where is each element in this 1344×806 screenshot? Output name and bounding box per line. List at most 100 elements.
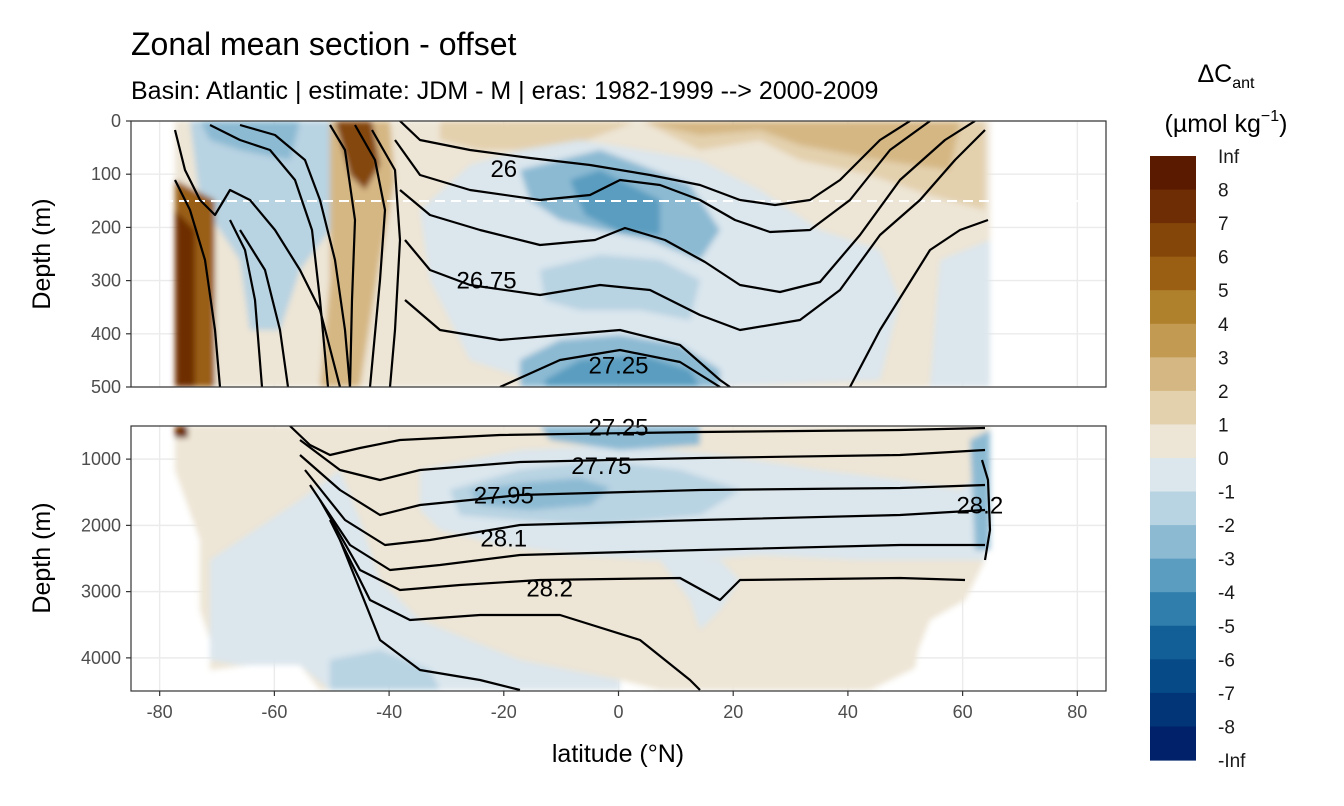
x-axis: -80 -60 -40 -20 0 20 40 60 80 (147, 691, 1087, 722)
legend-label: -2 (1218, 516, 1235, 537)
legend-swatch (1150, 726, 1196, 761)
field-lower-neg-east (970, 430, 990, 550)
y-tick-label: 2000 (81, 515, 121, 535)
lower-isopycnals (289, 426, 992, 691)
legend-swatch (1150, 223, 1196, 258)
isopycnal-27-25 (499, 348, 721, 387)
isopycnal-27-75 (299, 454, 986, 517)
isopycnal-28-15 (329, 519, 701, 691)
legend-label: 6 (1218, 248, 1229, 269)
isopycnal-28-2 (338, 539, 521, 691)
legend-label: 4 (1218, 315, 1229, 336)
lower-field (175, 426, 990, 690)
y-tick-label: 500 (91, 377, 121, 397)
legend-label: -6 (1218, 650, 1235, 671)
isopycnal-south-5 (209, 124, 330, 387)
x-tick-label: -60 (261, 702, 287, 722)
isopycnal-28-1 (319, 499, 966, 602)
legend-label: -3 (1218, 550, 1235, 571)
field-positive-surface-strong (640, 121, 960, 170)
lower-panel: 27.25 27.75 27.95 28.1 28.2 28.2 1000 2000 3000… (81, 414, 1107, 722)
y-tick-label: 4000 (81, 648, 121, 668)
contour-label: 27.75 (571, 453, 631, 480)
legend-title: ΔCant (1197, 60, 1255, 92)
isopycnal-27-95 (304, 469, 986, 547)
isopycnal-front-3 (371, 129, 402, 387)
y-tick-label: 0 (111, 111, 121, 131)
x-tick-label: 20 (723, 702, 743, 722)
isopycnal-28-0 (309, 484, 985, 572)
legend-label: 7 (1218, 214, 1229, 235)
legend-title-sub: ant (1232, 75, 1255, 92)
legend-label: 1 (1218, 415, 1229, 436)
y-tick-label: 100 (91, 164, 121, 184)
legend-unit-sup: −1 (1261, 108, 1279, 125)
lower-contour-labels: 27.25 27.75 27.95 28.1 28.2 28.2 (474, 414, 1003, 602)
isopycnal-lower-2 (299, 439, 986, 482)
legend-swatch (1150, 256, 1196, 291)
field-positive-front-strong (335, 121, 380, 190)
legend-swatch (1150, 290, 1196, 325)
legend-swatch (1150, 692, 1196, 728)
legend-swatch (1150, 424, 1196, 459)
x-tick-label: -80 (147, 702, 173, 722)
field-lower-neg-strong-south (330, 650, 440, 690)
y-tick-label: 3000 (81, 582, 121, 602)
legend-colorbar (1150, 156, 1196, 761)
isopycnal-front-2 (354, 124, 387, 387)
legend-swatch (1150, 625, 1196, 660)
legend-swatch (1150, 357, 1196, 392)
legend-labels: Inf 8 7 6 5 4 3 2 1 0 -1 -2 -3 -4 -5 -6 -7 -8 -Inf (1218, 147, 1246, 772)
isopycnal-south-4 (239, 229, 290, 387)
isopycnal-north-edge (980, 459, 992, 561)
isopycnal-south-6 (239, 123, 352, 387)
field-negative-southern (190, 121, 330, 330)
legend-swatch (1150, 323, 1196, 358)
legend-label: 5 (1218, 281, 1229, 302)
contour-label: 28.2 (956, 493, 1003, 520)
legend-swatch (1150, 189, 1196, 224)
legend-unit-close: ) (1279, 110, 1287, 138)
legend-swatch (1150, 491, 1196, 526)
legend-label: 2 (1218, 382, 1229, 403)
upper-panel: 26 26.75 27.25 0 100 200 300 400 500 (91, 111, 1107, 397)
field-negative-east (930, 240, 990, 387)
upper-isopycnals (173, 121, 989, 387)
y-axis-title-upper: Depth (m) (28, 198, 56, 309)
x-tick-label: -20 (491, 702, 517, 722)
legend-swatch (1150, 390, 1196, 426)
upper-panel-border (130, 120, 1107, 388)
field-lower-pos-south (175, 426, 188, 438)
legend-unit-main: (µmol kg (1165, 110, 1261, 138)
contour-label: 26 (490, 156, 517, 183)
contour-label: 28.1 (480, 526, 527, 553)
field-negative-southern-strong (200, 121, 300, 160)
y-tick-label: 400 (91, 324, 121, 344)
legend-swatch (1150, 458, 1196, 493)
contour-label: 28.2 (526, 575, 573, 602)
legend-swatch (1150, 156, 1196, 191)
isopycnal-south-2 (174, 179, 222, 387)
legend-label: -8 (1218, 717, 1235, 738)
legend-label: -7 (1218, 684, 1235, 705)
x-axis-title: latitude (°N) (552, 740, 684, 768)
legend-swatch (1150, 558, 1196, 593)
isopycnal-26-3 (399, 121, 976, 294)
isopycnal-south-1 (173, 129, 342, 387)
x-tick-label: 40 (838, 702, 858, 722)
legend: ΔCant (µmol kg−1) Inf 8 7 6 5 4 3 2 1 0 -1 -2 -3 -4 -5… (1150, 60, 1287, 772)
legend-label: 8 (1218, 181, 1229, 202)
legend-label: Inf (1218, 147, 1240, 168)
y-tick-label: 200 (91, 217, 121, 237)
y-tick-label: 1000 (81, 449, 121, 469)
legend-swatch (1150, 659, 1196, 694)
isopycnal-27-south (849, 218, 989, 387)
x-tick-label: -40 (376, 702, 402, 722)
isopycnal-lower-1 (289, 426, 986, 457)
isopycnal-front-1 (329, 124, 357, 387)
legend-label: -5 (1218, 617, 1235, 638)
contour-label: 27.95 (474, 483, 534, 510)
field-positive-southern-edge-strong (175, 210, 195, 387)
x-tick-label: 0 (613, 702, 623, 722)
